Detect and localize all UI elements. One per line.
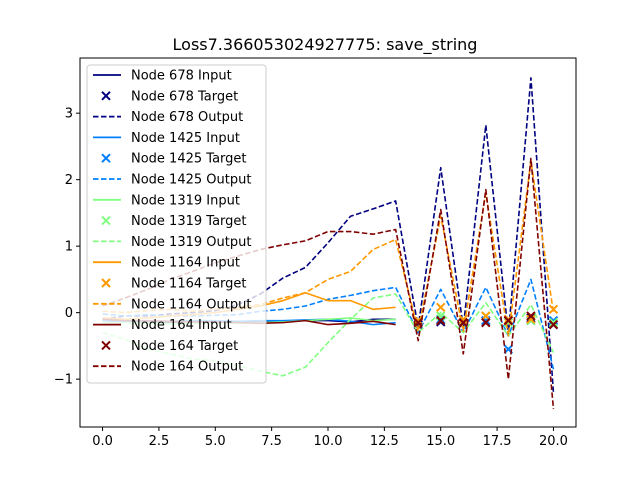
legend-label-node-1319-output: Node 1319 Output: [131, 235, 251, 250]
legend-box: [86, 64, 267, 384]
node-164-target-point-3: [481, 317, 491, 328]
legend-item-node-678-input: Node 678 Input: [93, 69, 232, 84]
legend-label-node-1164-target: Node 1164 Target: [131, 277, 247, 292]
legend-swatch-node-1164-target: [101, 278, 111, 288]
y-tick-label-4: 3: [65, 107, 73, 122]
legend-swatch-node-164-target: [101, 340, 111, 351]
y-tick-label-0: −1: [54, 373, 73, 388]
x-tick-label-4: 10.0: [314, 434, 343, 449]
legend-item-node-164-output: Node 164 Output: [93, 360, 243, 375]
y-tick-label-1: 0: [65, 306, 73, 321]
legend-label-node-678-target: Node 678 Target: [131, 89, 238, 104]
legend-item-node-1319-target: Node 1319 Target: [101, 214, 247, 229]
x-tick-label-7: 17.5: [483, 434, 512, 449]
legend-item-node-1425-input: Node 1425 Input: [93, 131, 240, 146]
legend-swatch-node-1319-target: [101, 215, 111, 226]
legend-item-node-164-input: Node 164 Input: [93, 318, 232, 333]
node-1319-output-line: [102, 293, 555, 377]
legend-item-node-1425-target: Node 1425 Target: [101, 152, 247, 167]
legend-label-node-1164-input: Node 1164 Input: [131, 256, 240, 271]
legend-item-node-678-target: Node 678 Target: [101, 89, 238, 104]
legend-item-node-678-output: Node 678 Output: [93, 110, 243, 125]
x-tick-label-1: 2.5: [149, 434, 170, 449]
node-164-target-point-1: [436, 315, 446, 326]
legend-label-node-164-target: Node 164 Target: [131, 339, 238, 354]
legend-label-node-164-output: Node 164 Output: [131, 360, 243, 375]
legend-label-node-1425-output: Node 1425 Output: [131, 173, 251, 188]
node-1164-target-point-1: [436, 302, 446, 313]
node-164-target-point-4: [503, 315, 514, 326]
y-tick-label-3: 2: [65, 173, 73, 188]
legend-item-node-1164-output: Node 1164 Output: [93, 297, 251, 312]
legend-item-node-1164-input: Node 1164 Input: [93, 256, 240, 271]
legend-item-node-1425-output: Node 1425 Output: [93, 173, 251, 188]
x-axis: 0.0 2.5 5.0 7.5 10.0 12.5 15.0 17.5 20.0: [92, 427, 568, 449]
legend-label-node-1425-input: Node 1425 Input: [131, 131, 240, 146]
x-tick-label-6: 15.0: [426, 434, 455, 449]
y-tick-label-2: 1: [65, 240, 73, 255]
legend-swatch-node-678-target: [101, 91, 111, 101]
legend-item-node-1164-target: Node 1164 Target: [101, 277, 247, 292]
node-164-target-point-6: [548, 319, 559, 330]
legend: Node 678 Input Node 678 Target Node 678 Ou…: [86, 64, 267, 384]
legend-label-node-678-input: Node 678 Input: [131, 69, 232, 84]
legend-item-node-1319-output: Node 1319 Output: [93, 235, 251, 250]
x-tick-label-3: 7.5: [261, 434, 282, 449]
legend-item-node-1319-input: Node 1319 Input: [93, 193, 240, 208]
legend-label-node-164-input: Node 164 Input: [131, 318, 232, 333]
x-tick-label-8: 20.0: [539, 434, 568, 449]
legend-label-node-678-output: Node 678 Output: [131, 110, 243, 125]
node-1164-target-point-5: [526, 314, 536, 324]
legend-swatch-node-1425-target: [101, 153, 111, 163]
x-tick-label-5: 12.5: [370, 434, 399, 449]
x-tick-label-0: 0.0: [92, 434, 113, 449]
node-164-target-markers: [413, 311, 559, 330]
legend-label-node-1319-target: Node 1319 Target: [131, 214, 247, 229]
legend-label-node-1319-input: Node 1319 Input: [131, 193, 240, 208]
node-1319-target-point-6: [548, 317, 559, 328]
chart-title: Loss7.366053024927775: save_string: [173, 35, 478, 55]
legend-label-node-1425-target: Node 1425 Target: [131, 152, 247, 167]
y-axis: −1 0 1 2 3: [54, 107, 80, 388]
legend-label-node-1164-output: Node 1164 Output: [131, 297, 251, 312]
legend-item-node-164-target: Node 164 Target: [101, 339, 238, 354]
x-tick-label-2: 5.0: [205, 434, 226, 449]
node-164-target-point-2: [458, 317, 468, 328]
node-164-target-point-5: [526, 311, 536, 321]
